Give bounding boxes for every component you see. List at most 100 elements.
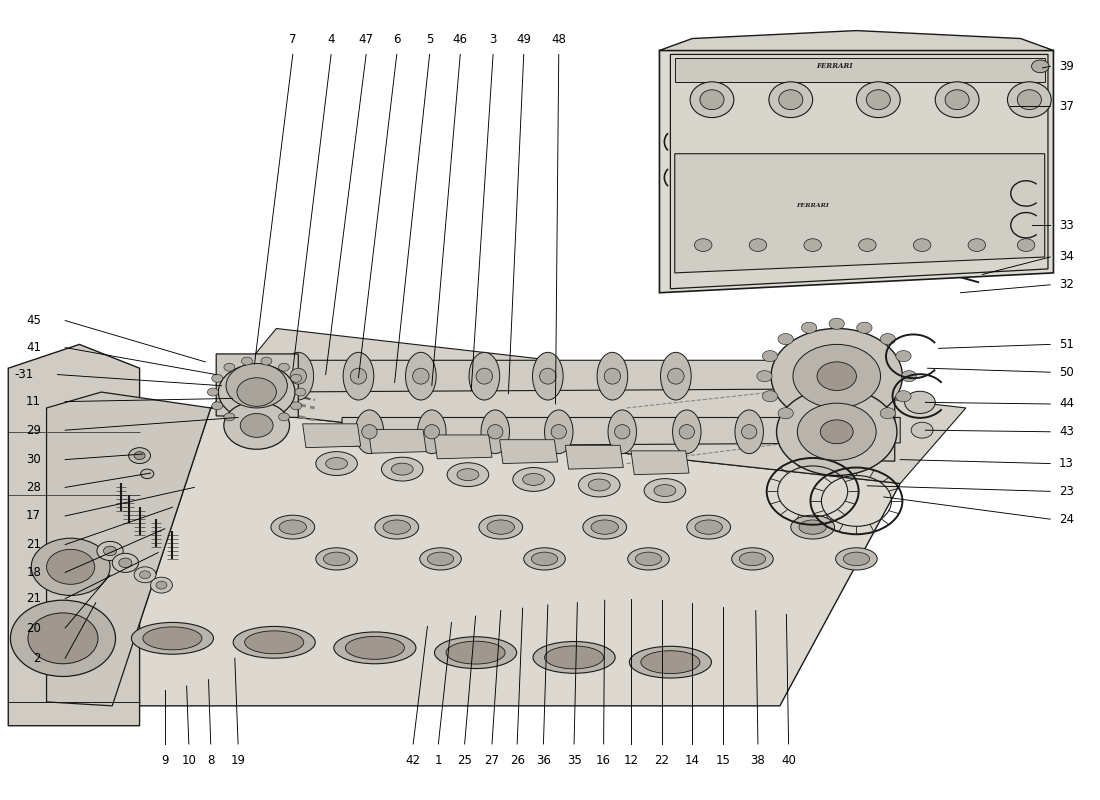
Polygon shape: [499, 440, 558, 463]
Polygon shape: [659, 30, 1054, 50]
Ellipse shape: [579, 473, 620, 497]
Ellipse shape: [732, 548, 773, 570]
Circle shape: [28, 613, 98, 664]
Circle shape: [112, 554, 139, 572]
Circle shape: [240, 414, 273, 438]
Circle shape: [911, 422, 933, 438]
Circle shape: [1032, 60, 1049, 73]
Polygon shape: [674, 58, 1045, 82]
Ellipse shape: [779, 90, 803, 110]
Text: 9: 9: [161, 754, 168, 766]
Circle shape: [261, 357, 272, 365]
Text: 20: 20: [26, 622, 41, 634]
Ellipse shape: [551, 425, 566, 439]
Circle shape: [224, 413, 235, 421]
Ellipse shape: [799, 520, 826, 534]
Circle shape: [290, 374, 301, 382]
Circle shape: [771, 329, 902, 424]
Text: 28: 28: [26, 481, 41, 494]
Ellipse shape: [791, 515, 835, 539]
Circle shape: [859, 238, 876, 251]
Ellipse shape: [375, 515, 419, 539]
Text: 10: 10: [182, 754, 196, 766]
Ellipse shape: [741, 425, 757, 439]
Circle shape: [278, 413, 289, 421]
Ellipse shape: [143, 627, 202, 650]
Ellipse shape: [456, 469, 478, 481]
Polygon shape: [9, 344, 140, 726]
Ellipse shape: [316, 548, 358, 570]
Text: 5: 5: [426, 34, 433, 46]
Text: 42: 42: [406, 754, 420, 766]
Ellipse shape: [654, 485, 675, 497]
Circle shape: [219, 364, 295, 420]
Circle shape: [802, 322, 817, 334]
Ellipse shape: [420, 548, 461, 570]
Ellipse shape: [447, 462, 488, 486]
Ellipse shape: [446, 641, 505, 664]
Text: 46: 46: [453, 34, 468, 46]
Circle shape: [913, 238, 931, 251]
Ellipse shape: [686, 515, 730, 539]
Text: 17: 17: [26, 510, 41, 522]
Ellipse shape: [283, 352, 313, 400]
Circle shape: [821, 420, 854, 444]
Circle shape: [31, 538, 110, 595]
Circle shape: [97, 542, 123, 561]
Ellipse shape: [513, 467, 554, 491]
Ellipse shape: [481, 410, 509, 454]
Ellipse shape: [583, 515, 627, 539]
Text: 15: 15: [715, 754, 730, 766]
Ellipse shape: [392, 463, 414, 475]
Circle shape: [798, 403, 876, 460]
Circle shape: [242, 357, 252, 365]
Ellipse shape: [540, 368, 556, 384]
Text: 26: 26: [509, 754, 525, 766]
Ellipse shape: [425, 425, 440, 439]
Circle shape: [777, 388, 896, 475]
Circle shape: [46, 550, 95, 584]
Ellipse shape: [641, 650, 700, 674]
Ellipse shape: [532, 352, 563, 400]
Circle shape: [212, 374, 222, 382]
Text: 51: 51: [1059, 338, 1074, 351]
Ellipse shape: [434, 637, 517, 669]
Text: 25: 25: [458, 754, 472, 766]
Ellipse shape: [487, 520, 515, 534]
Circle shape: [224, 402, 289, 450]
Circle shape: [880, 408, 895, 419]
Ellipse shape: [591, 520, 618, 534]
Ellipse shape: [857, 82, 900, 118]
Text: 22: 22: [654, 754, 669, 766]
Text: 43: 43: [1059, 426, 1074, 438]
Text: 36: 36: [536, 754, 551, 766]
Ellipse shape: [739, 552, 766, 566]
Circle shape: [140, 571, 151, 578]
Text: 38: 38: [750, 754, 766, 766]
Text: 40: 40: [781, 754, 796, 766]
Ellipse shape: [645, 478, 685, 502]
Ellipse shape: [690, 82, 734, 118]
Ellipse shape: [836, 548, 877, 570]
Ellipse shape: [271, 515, 315, 539]
Text: 32: 32: [1059, 278, 1074, 291]
Text: 19: 19: [231, 754, 245, 766]
Text: 8: 8: [207, 754, 215, 766]
Text: 33: 33: [1059, 218, 1074, 232]
Text: 50: 50: [1059, 366, 1074, 378]
Ellipse shape: [935, 82, 979, 118]
Circle shape: [242, 419, 252, 427]
Ellipse shape: [544, 646, 604, 669]
Text: 29: 29: [26, 424, 41, 437]
Circle shape: [134, 567, 156, 582]
Ellipse shape: [362, 425, 377, 439]
Ellipse shape: [343, 352, 374, 400]
Ellipse shape: [469, 352, 499, 400]
Ellipse shape: [279, 520, 307, 534]
Ellipse shape: [695, 520, 723, 534]
Ellipse shape: [604, 368, 620, 384]
Circle shape: [134, 452, 145, 459]
Ellipse shape: [233, 626, 316, 658]
Ellipse shape: [326, 458, 348, 470]
Ellipse shape: [350, 368, 366, 384]
